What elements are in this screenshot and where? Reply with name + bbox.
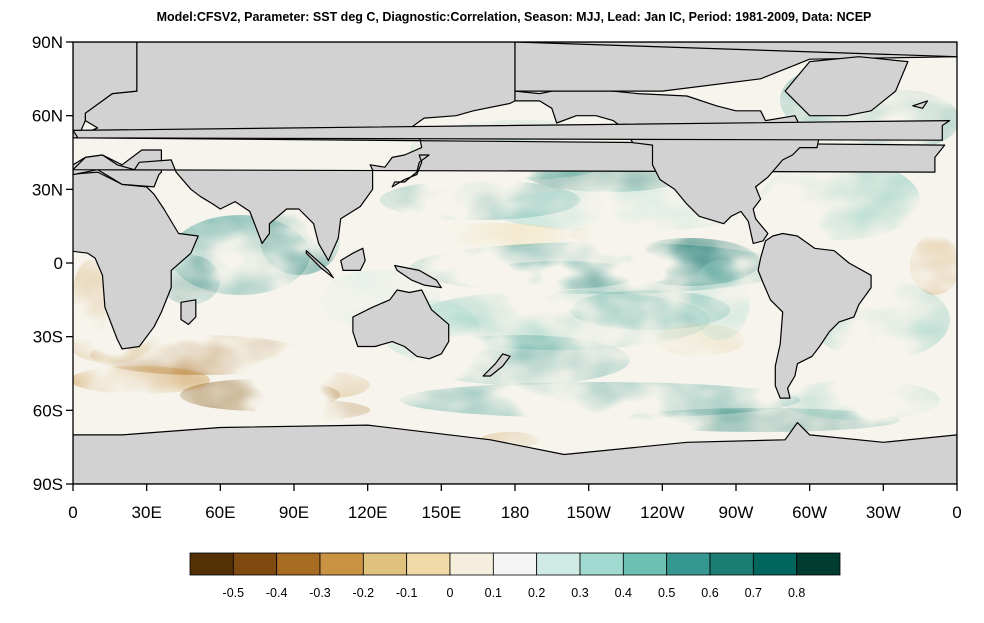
- colorbar-swatch: [189, 552, 234, 576]
- colorbar-label: -0.2: [353, 586, 375, 600]
- colorbar-label: 0.5: [658, 586, 675, 600]
- madagascar-island: [180, 299, 197, 325]
- lon-tick-label: 60E: [205, 503, 235, 522]
- africa-landmass: [73, 171, 199, 350]
- ocean-field: [73, 42, 957, 484]
- new-zealand-islands: [482, 353, 511, 377]
- colorbar-swatch: [492, 552, 538, 576]
- colorbar-swatch: [406, 552, 451, 576]
- colorbar-label: 0.7: [745, 586, 762, 600]
- correlation-patch: [270, 371, 370, 399]
- colorbar-label: 0.8: [788, 586, 805, 600]
- colorbar-swatch: [579, 552, 624, 576]
- colorbar-label: 0.2: [528, 586, 545, 600]
- longitude-axis: 0 30E 60E 90E 120E 150E 180 150W 120W 90W 60W 30W 0: [68, 484, 962, 522]
- correlation-patch: [73, 260, 108, 340]
- colorbar-label: 0.3: [571, 586, 588, 600]
- map-title: Model:CFSV2, Parameter: SST deg C, Diagn…: [156, 10, 872, 24]
- iceland-island: [912, 100, 929, 109]
- colorbar-label: -0.4: [266, 586, 288, 600]
- lat-tick-label: 30N: [32, 180, 63, 199]
- lon-tick-label: 0: [68, 503, 77, 522]
- lon-tick-label: 150W: [566, 503, 610, 522]
- correlation-patch: [480, 261, 640, 289]
- colorbar-label: -0.3: [309, 586, 331, 600]
- japan-islands: [391, 154, 430, 188]
- lon-tick-label: 60W: [792, 503, 827, 522]
- lon-tick-label: 90W: [719, 503, 754, 522]
- arctic-canada: [514, 42, 957, 92]
- correlation-patch: [780, 380, 940, 420]
- correlation-patch: [400, 382, 800, 418]
- correlation-patch: [760, 160, 920, 240]
- correlation-patch: [910, 235, 957, 295]
- colorbar-swatch: [362, 552, 408, 576]
- correlation-patch: [430, 223, 570, 247]
- lat-tick-label: 60S: [33, 401, 63, 420]
- colorbar-swatch: [622, 552, 668, 576]
- lon-tick-label: 150E: [421, 503, 461, 522]
- correlation-patch: [690, 260, 750, 340]
- correlation-patch: [250, 400, 370, 420]
- lon-tick-label: 0: [952, 503, 961, 522]
- colorbar-label: 0.1: [485, 586, 502, 600]
- lon-tick-label: 30E: [132, 503, 162, 522]
- lon-tick-label: 120W: [640, 503, 684, 522]
- colorbar-swatch: [709, 552, 754, 576]
- colorbar-swatch: [232, 552, 278, 576]
- colorbar-label: 0: [447, 586, 454, 600]
- lat-tick-label: 90S: [33, 475, 63, 494]
- correlation-patch: [73, 366, 210, 394]
- colorbar-swatch: [796, 552, 841, 576]
- lat-tick-label: 60N: [32, 107, 63, 126]
- scandinavia-landmass: [73, 42, 138, 139]
- colorbar-swatch: [319, 552, 364, 576]
- colorbar-swatch: [449, 552, 494, 576]
- lon-tick-label: 30W: [866, 503, 901, 522]
- new-guinea-island: [394, 264, 442, 289]
- lat-tick-label: 0: [54, 254, 63, 273]
- australia-landmass: [352, 289, 450, 360]
- colorbar-swatch: [536, 552, 581, 576]
- sumatra-island: [305, 250, 334, 279]
- lon-tick-label: 90E: [279, 503, 309, 522]
- south-america-landmass: [757, 232, 872, 399]
- correlation-patch: [570, 225, 650, 245]
- colorbar-swatch: [276, 552, 321, 576]
- latitude-axis: 90N 60N 30N 0 30S 60S 90S: [32, 33, 73, 494]
- colorbar-label: -0.5: [223, 586, 245, 600]
- lon-tick-label: 180: [501, 503, 529, 522]
- greenland-landmass: [784, 56, 909, 117]
- colorbar-swatch: [752, 552, 798, 576]
- colorbar-label: 0.6: [701, 586, 718, 600]
- borneo-island: [340, 247, 366, 271]
- colorbar-label: 0.4: [615, 586, 632, 600]
- land-masses: [73, 42, 957, 484]
- british-isles: [73, 120, 951, 141]
- lat-tick-label: 30S: [33, 328, 63, 347]
- antarctica-landmass: [73, 422, 957, 484]
- colorbar-label: -0.1: [396, 586, 418, 600]
- lat-tick-label: 90N: [32, 33, 63, 52]
- colorbar: -0.5 -0.4 -0.3 -0.2 -0.1 0 0.1 0.2 0.3 0.4 0.5 0.6 0…: [189, 552, 841, 600]
- lon-tick-label: 120E: [348, 503, 388, 522]
- colorbar-swatch: [666, 552, 711, 576]
